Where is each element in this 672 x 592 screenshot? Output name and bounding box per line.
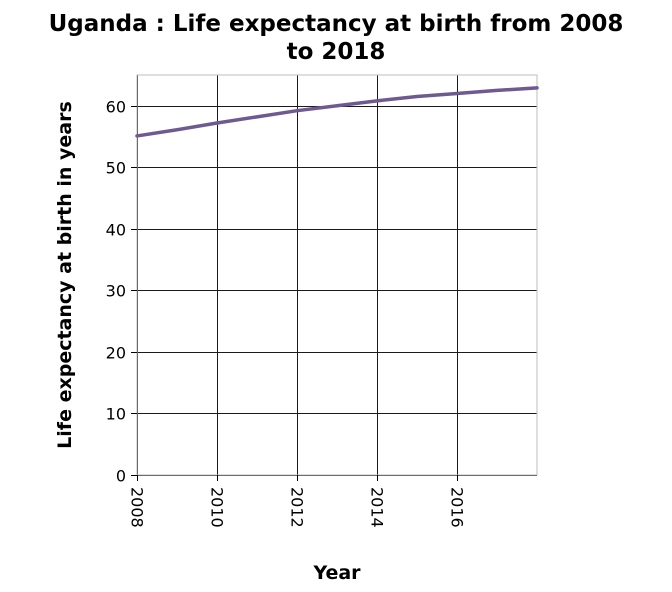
y-tick-label: 30 (106, 282, 126, 301)
series-layer (135, 86, 539, 138)
x-tick-label: 2012 (288, 487, 307, 528)
x-tick-label: 2008 (128, 487, 147, 528)
y-tick-label: 10 (106, 405, 126, 424)
y-tick-label: 40 (106, 221, 126, 240)
series-line-0 (135, 86, 539, 138)
y-tick-label: 60 (106, 98, 126, 117)
y-tick-label: 50 (106, 159, 126, 178)
x-tick-label: 2016 (448, 487, 467, 528)
x-axis-ticks: 2008 2010 2012 2014 2016 (128, 475, 467, 528)
grid (137, 75, 537, 476)
chart-title-line-2: to 2018 (287, 39, 386, 65)
x-axis-label: Year (312, 562, 361, 584)
y-axis-label: Life expectancy at birth in years (54, 101, 76, 449)
y-tick-label: 20 (106, 344, 126, 363)
y-tick-label: 0 (116, 467, 126, 486)
y-axis-ticks: 0 10 20 30 40 50 60 (106, 98, 137, 486)
x-tick-label: 2014 (368, 487, 387, 528)
x-tick-label: 2010 (208, 487, 227, 528)
chart-title-line-1: Uganda : Life expectancy at birth from 2… (49, 11, 624, 37)
plot-frame (136, 74, 538, 476)
